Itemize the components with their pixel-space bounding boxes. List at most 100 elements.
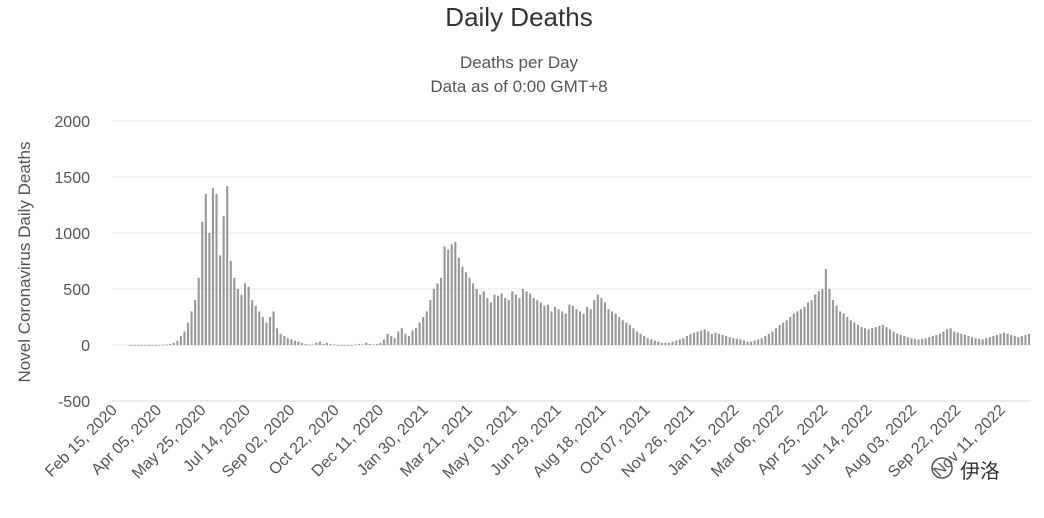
bar xyxy=(949,328,952,345)
bar xyxy=(475,289,478,345)
bar xyxy=(839,311,842,345)
bar xyxy=(999,333,1002,345)
bar xyxy=(628,324,631,345)
bar xyxy=(564,313,567,345)
bar xyxy=(208,233,211,345)
bar xyxy=(290,339,293,345)
bar xyxy=(183,331,186,345)
bar xyxy=(140,345,143,346)
bar xyxy=(539,302,542,345)
bar xyxy=(251,300,254,345)
bar xyxy=(386,333,389,345)
bar xyxy=(144,345,147,346)
bar xyxy=(418,322,421,345)
y-axis-label: Novel Coronavirus Daily Deaths xyxy=(15,142,34,383)
bar xyxy=(621,320,624,345)
bar xyxy=(799,309,803,345)
bar xyxy=(853,322,856,345)
bar xyxy=(172,342,175,345)
bar xyxy=(169,343,172,345)
bar xyxy=(960,333,963,345)
bar xyxy=(600,297,603,345)
bar xyxy=(407,336,411,345)
bar xyxy=(439,277,443,345)
bar xyxy=(197,277,200,345)
y-tick-label: 2000 xyxy=(54,114,90,131)
bar xyxy=(308,344,311,346)
bar xyxy=(771,331,774,345)
bar xyxy=(582,313,585,345)
bar xyxy=(336,345,339,346)
bar xyxy=(254,305,257,345)
bar xyxy=(372,344,375,346)
bar xyxy=(1024,334,1027,345)
bar xyxy=(646,338,649,345)
bar xyxy=(700,330,703,345)
bar xyxy=(735,338,738,345)
bar xyxy=(311,344,314,346)
bar xyxy=(668,342,671,345)
grid-lines xyxy=(112,120,1031,402)
bar xyxy=(479,294,482,345)
bar xyxy=(568,304,571,345)
bar xyxy=(892,331,895,345)
bar xyxy=(493,294,496,345)
bar xyxy=(721,334,724,345)
bar xyxy=(165,344,168,346)
bar xyxy=(635,331,639,345)
bars-series xyxy=(129,185,1031,346)
bar xyxy=(867,329,870,345)
bar xyxy=(340,345,343,346)
bar xyxy=(333,344,336,346)
bar xyxy=(846,317,849,345)
bar xyxy=(318,341,321,345)
bar xyxy=(486,297,489,345)
bar xyxy=(194,300,197,345)
bar xyxy=(461,266,464,345)
bar xyxy=(874,327,877,345)
bar xyxy=(211,188,215,345)
bar xyxy=(1017,337,1020,345)
bar xyxy=(379,342,382,345)
bar xyxy=(162,344,165,346)
bar xyxy=(536,300,539,345)
bar xyxy=(653,340,656,345)
bar xyxy=(226,185,229,345)
bar xyxy=(432,289,435,345)
bar xyxy=(789,317,792,345)
bar xyxy=(928,337,931,345)
bar xyxy=(828,289,831,345)
bar xyxy=(639,333,642,345)
bar xyxy=(596,294,599,345)
bar xyxy=(429,300,432,345)
bar xyxy=(300,342,304,345)
bar xyxy=(682,338,685,345)
bar xyxy=(607,309,610,345)
bar xyxy=(913,338,917,345)
bar xyxy=(190,311,193,345)
bar xyxy=(511,291,514,345)
bar xyxy=(903,336,906,345)
bar xyxy=(315,342,318,345)
bar xyxy=(1027,333,1031,345)
bar xyxy=(749,341,753,345)
bar xyxy=(243,283,247,345)
bar xyxy=(842,313,845,345)
bar xyxy=(871,328,874,345)
bar xyxy=(518,297,521,345)
bar xyxy=(593,300,596,345)
bar xyxy=(935,334,938,345)
bar xyxy=(350,345,354,346)
bar xyxy=(888,329,892,345)
bar xyxy=(660,342,664,345)
bar xyxy=(603,302,607,345)
y-tick-label: 1500 xyxy=(54,170,90,187)
bar xyxy=(814,294,817,345)
bar xyxy=(696,331,699,345)
bar xyxy=(390,336,393,345)
bar xyxy=(532,297,535,345)
bar xyxy=(910,338,913,345)
bar xyxy=(443,246,446,345)
bar xyxy=(931,336,934,345)
bar xyxy=(995,334,998,345)
